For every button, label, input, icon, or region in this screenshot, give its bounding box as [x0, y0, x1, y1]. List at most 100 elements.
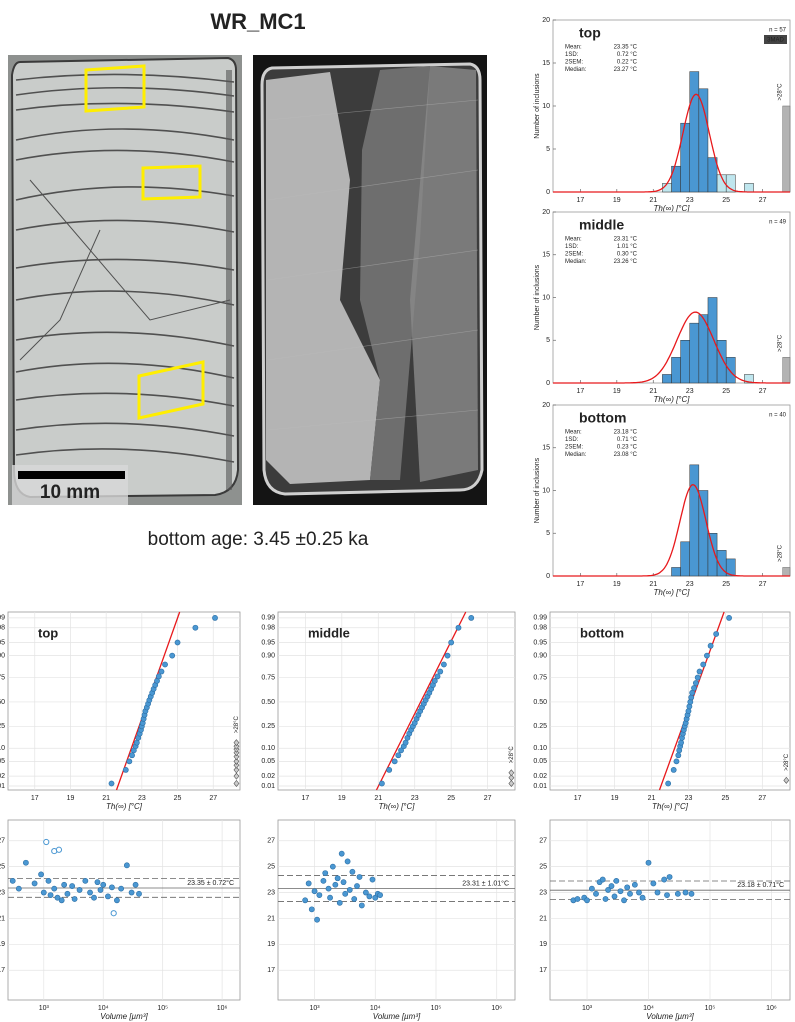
- x-tick-label: 19: [613, 197, 621, 204]
- data-point: [133, 739, 140, 746]
- overflow-point: [233, 739, 240, 747]
- data-point: [674, 890, 681, 897]
- overflow-point: [233, 772, 240, 780]
- x-tick-label: 10³: [309, 1005, 320, 1012]
- x-tick-label: 21: [102, 795, 110, 802]
- x-tick-label: 27: [759, 581, 767, 588]
- data-point: [349, 868, 356, 875]
- data-point: [444, 652, 451, 659]
- stat-value: 23.31 °C: [614, 237, 638, 243]
- y-tick-label: 21: [267, 915, 275, 922]
- y-tick-label: 23: [267, 889, 275, 896]
- stat-value: 0.22 °C: [617, 60, 638, 66]
- y-tick-label: 27: [539, 838, 547, 845]
- data-point: [105, 893, 111, 900]
- bar: [671, 357, 681, 384]
- data-point: [377, 892, 383, 899]
- data-point: [398, 747, 404, 754]
- data-point: [665, 780, 672, 787]
- x-tick-label: 25: [722, 388, 730, 395]
- x-tick-label: 21: [649, 388, 657, 395]
- y-tick-label: 0.99: [261, 615, 275, 622]
- panel-title: middle: [579, 217, 624, 233]
- x-axis-label: Th(∞) [°C]: [106, 802, 143, 811]
- photo-polarised: [253, 55, 487, 505]
- x-tick-label: 19: [611, 795, 619, 802]
- data-point: [174, 639, 181, 646]
- x-tick-label: 23: [686, 388, 694, 395]
- data-point: [45, 877, 52, 884]
- y-tick-label: 25: [267, 863, 275, 870]
- x-tick-label: 21: [648, 795, 656, 802]
- data-point: [334, 875, 341, 882]
- data-point: [110, 910, 117, 917]
- bar: [689, 71, 700, 193]
- x-tick-label: 21: [649, 581, 657, 588]
- y-tick-label: 0.01: [0, 783, 5, 790]
- data-point: [100, 881, 107, 888]
- y-tick-label: 0.98: [533, 625, 547, 632]
- data-point: [362, 889, 369, 896]
- data-point: [696, 668, 703, 675]
- data-point: [621, 897, 627, 904]
- data-point: [661, 876, 668, 883]
- overflow-point: [508, 780, 515, 787]
- data-point: [369, 876, 376, 883]
- x-tick-label: 19: [338, 795, 346, 802]
- data-point: [55, 846, 63, 853]
- y-tick-label: 0.75: [533, 674, 547, 681]
- data-point: [316, 892, 323, 899]
- x-tick-label: 25: [722, 581, 730, 588]
- x-tick-label: 19: [67, 795, 75, 802]
- data-point: [9, 877, 16, 884]
- data-point: [434, 673, 441, 680]
- data-point: [707, 642, 714, 649]
- stat-label: Median:: [565, 67, 587, 73]
- method-badge: [764, 35, 787, 44]
- y-tick-label: 0.90: [533, 652, 547, 659]
- x-tick-label: 23: [411, 795, 419, 802]
- data-point: [670, 766, 677, 773]
- data-point: [448, 639, 455, 646]
- data-point: [123, 862, 130, 869]
- data-point: [109, 884, 115, 891]
- y-tick-label: 15: [542, 60, 550, 67]
- stat-label: 2SEM:: [565, 60, 583, 66]
- fit-curve: [553, 311, 790, 384]
- y-tick-label: 19: [267, 941, 275, 948]
- y-tick-label: 0.05: [0, 758, 5, 765]
- data-point: [302, 897, 309, 904]
- stat-value: 0.23 °C: [617, 445, 638, 451]
- x-tick-label: 10⁴: [370, 1005, 381, 1012]
- data-point: [114, 897, 120, 904]
- data-point: [593, 890, 599, 897]
- x-tick-label: 17: [576, 388, 584, 395]
- x-tick-label: 10⁴: [643, 1005, 654, 1012]
- y-tick-label: 0.95: [0, 639, 5, 646]
- y-tick-label: 21: [539, 915, 547, 922]
- y-tick-label: 20: [542, 17, 550, 24]
- data-point: [338, 850, 345, 857]
- x-axis-label: Th(∞) [°C]: [653, 395, 690, 404]
- y-tick-label: 0.05: [533, 758, 547, 765]
- age-caption: bottom age: 3.45 ±0.25 ka: [148, 529, 369, 550]
- stat-value: 0.72 °C: [617, 52, 638, 58]
- x-tick-label: 10⁵: [705, 1005, 716, 1012]
- data-point: [650, 880, 657, 887]
- data-point: [666, 874, 673, 880]
- data-point: [336, 899, 343, 906]
- scale-bar-label: 10 mm: [40, 482, 100, 503]
- x-tick-label: 10⁵: [157, 1005, 168, 1012]
- fit-curve: [553, 93, 790, 193]
- data-point: [15, 885, 22, 892]
- photo-transmitted: [8, 55, 242, 505]
- stat-value: 23.18 °C: [614, 430, 638, 436]
- overflow-point: [233, 742, 240, 750]
- x-axis-label: Volume [µm³]: [373, 1012, 421, 1021]
- stat-label: 1SD:: [565, 437, 579, 443]
- data-point: [673, 758, 680, 765]
- figure-title: WR_MC1: [210, 9, 305, 34]
- x-tick-label: 23: [685, 795, 693, 802]
- data-point: [162, 661, 168, 668]
- overflow-point: [233, 753, 240, 761]
